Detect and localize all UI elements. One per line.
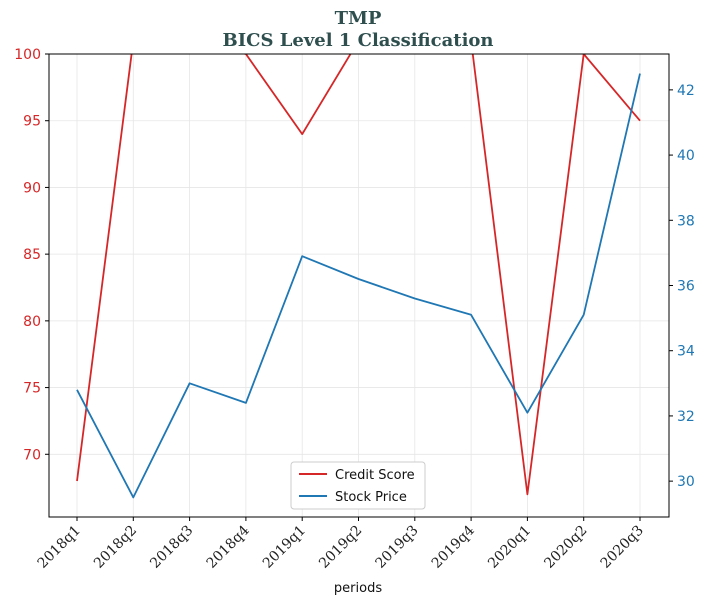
x-tick-label: 2018q2 <box>91 523 140 572</box>
grid <box>49 53 669 517</box>
right-tick-label: 36 <box>677 279 695 295</box>
left-tick-label: 75 <box>23 381 41 397</box>
legend-label-stock-price: Stock Price <box>335 490 407 505</box>
right-tick-label: 30 <box>677 474 695 490</box>
x-tick-label: 2018q1 <box>35 523 84 572</box>
right-tick-label: 34 <box>677 344 695 360</box>
x-tick-label: 2019q4 <box>429 522 478 571</box>
series-group <box>76 54 641 499</box>
left-axis: 70 75 80 85 90 95 100 <box>14 47 49 463</box>
series-line-stock-price <box>76 73 641 499</box>
left-tick-label: 70 <box>23 447 41 463</box>
x-tick-label: 2020q1 <box>485 523 534 572</box>
x-tick-label: 2018q3 <box>147 523 196 572</box>
right-tick-label: 40 <box>677 148 695 164</box>
x-tick-label: 2020q3 <box>598 523 647 572</box>
plot-frame <box>48 53 670 518</box>
x-axis: 2018q1 2018q2 2018q3 2018q4 2019q1 2019q2 2019… <box>35 517 647 572</box>
x-tick-label: 2019q3 <box>372 523 421 572</box>
right-tick-label: 42 <box>677 83 695 99</box>
chart-title: TMP <box>335 8 382 29</box>
legend-label-credit-score: Credit Score <box>335 468 415 483</box>
x-axis-label: periods <box>334 581 382 596</box>
left-tick-label: 90 <box>23 180 41 196</box>
x-tick-label: 2019q1 <box>260 523 309 572</box>
right-tick-label: 32 <box>677 409 695 425</box>
left-tick-label: 95 <box>23 114 41 130</box>
left-tick-label: 100 <box>14 47 41 63</box>
x-tick-label: 2018q4 <box>204 522 253 571</box>
right-axis: 30 32 34 36 38 40 42 <box>669 83 695 490</box>
x-tick-label: 2019q2 <box>316 523 365 572</box>
left-tick-label: 80 <box>23 314 41 330</box>
chart-subtitle: BICS Level 1 Classification <box>222 30 493 51</box>
legend: Credit Score Stock Price <box>290 461 426 510</box>
x-tick-label: 2020q2 <box>541 523 590 572</box>
left-tick-label: 85 <box>23 247 41 263</box>
right-tick-label: 38 <box>677 213 695 229</box>
series-line-credit-score <box>76 54 641 496</box>
